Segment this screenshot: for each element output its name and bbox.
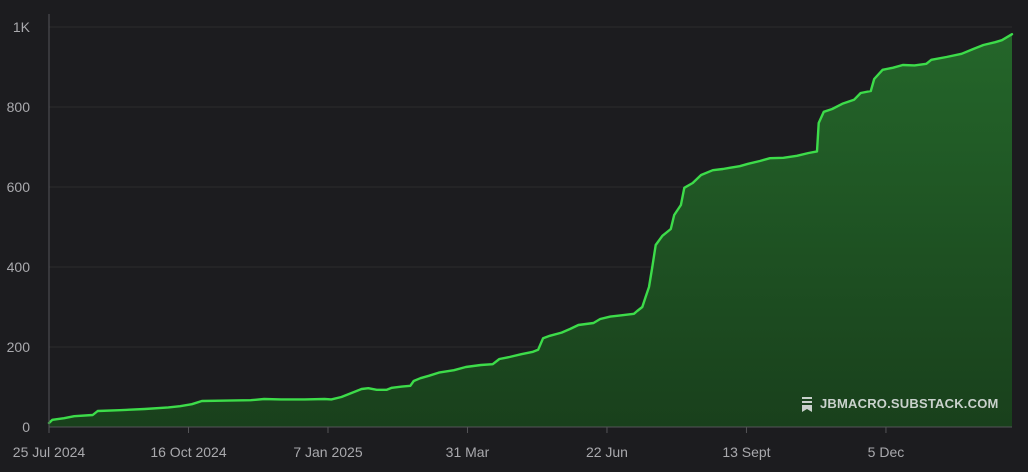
y-tick-label: 200 <box>7 339 31 355</box>
x-tick-label: 31 Mar <box>446 444 490 460</box>
x-tick-label: 22 Jun <box>586 444 628 460</box>
x-axis-ticks: 25 Jul 2024 16 Oct 2024 7 Jan 2025 31 Mar 22… <box>13 427 904 460</box>
series-area <box>47 33 1014 427</box>
y-tick-label: 800 <box>7 99 31 115</box>
x-tick-label: 5 Dec <box>868 444 905 460</box>
y-tick-label: 600 <box>7 179 31 195</box>
x-tick-label: 16 Oct 2024 <box>150 444 226 460</box>
y-tick-label: 0 <box>22 419 30 435</box>
series-area-fill <box>49 34 1012 427</box>
y-tick-label: 1K <box>13 19 31 35</box>
substack-icon <box>802 397 812 412</box>
axes <box>48 14 1012 428</box>
x-tick-label: 25 Jul 2024 <box>13 444 86 460</box>
x-tick-label: 13 Sept <box>722 444 770 460</box>
y-tick-label: 400 <box>7 259 31 275</box>
y-axis-ticks: 0 200 400 600 800 1K <box>7 19 31 435</box>
watermark: JBMACRO.SUBSTACK.COM <box>802 396 999 412</box>
series-line <box>47 33 1014 425</box>
watermark-text: JBMACRO.SUBSTACK.COM <box>820 396 999 411</box>
x-tick-label: 7 Jan 2025 <box>293 444 362 460</box>
